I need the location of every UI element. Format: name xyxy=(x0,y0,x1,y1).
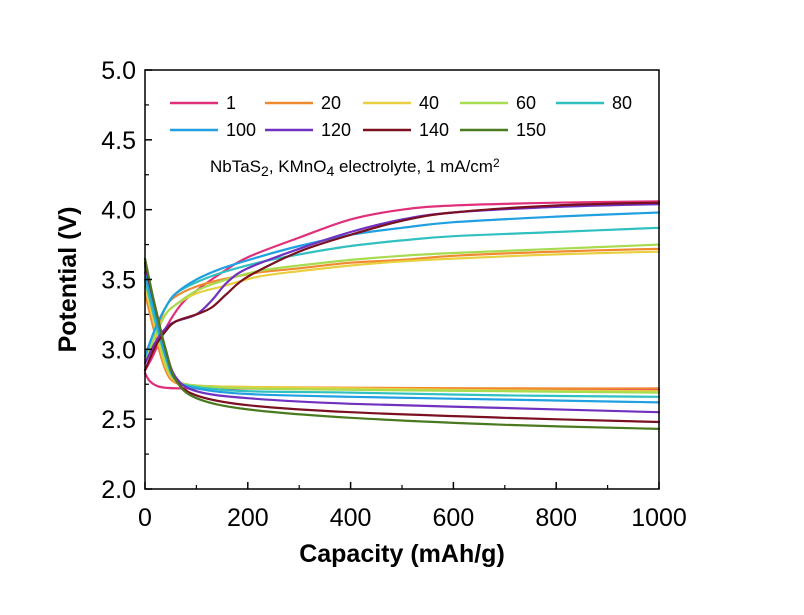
y-tick-label: 2.5 xyxy=(101,406,136,434)
y-tick-label: 3.0 xyxy=(101,336,136,364)
x-tick-label: 600 xyxy=(433,504,475,532)
axis-ticks: 0 200 400 600 800 1000 2.0 2.5 3.0 3.5 4.0 4.5 5.0 xyxy=(101,57,687,532)
series-40-discharge-line xyxy=(143,285,661,393)
series-100-charge-line xyxy=(143,211,661,358)
x-tick-label: 200 xyxy=(227,504,269,532)
legend-label: 140 xyxy=(419,120,449,140)
legend-label: 40 xyxy=(419,93,439,113)
legend-label: 20 xyxy=(321,93,341,113)
y-axis-title: Potential (V) xyxy=(54,207,82,353)
series-100-discharge-line xyxy=(143,271,661,404)
legend-label: 150 xyxy=(516,120,546,140)
annotation-text: NbTaS2, KMnO4 electrolyte, 1 mA/cm2 xyxy=(210,156,500,178)
x-tick-label: 400 xyxy=(330,504,372,532)
y-tick-label: 2.0 xyxy=(101,476,136,504)
legend-item-80: 80 xyxy=(556,93,632,113)
legend-item-40: 40 xyxy=(363,93,439,113)
legend-item-150: 150 xyxy=(460,120,546,140)
x-axis-title: Capacity (mAh/g) xyxy=(299,540,505,568)
y-tick-label: 3.5 xyxy=(101,267,136,295)
legend-item-60: 60 xyxy=(460,93,536,113)
series-140-charge-line xyxy=(143,201,661,372)
legend-item-20: 20 xyxy=(265,93,341,113)
y-tick-label: 5.0 xyxy=(101,57,136,85)
series-60-charge-line xyxy=(143,243,661,362)
x-tick-label: 1000 xyxy=(631,504,687,532)
legend-label: 60 xyxy=(516,93,536,113)
legend-item-100: 100 xyxy=(170,120,256,140)
y-tick-label: 4.5 xyxy=(101,127,136,155)
series-20-charge-line xyxy=(143,247,661,365)
series-60-discharge-line xyxy=(143,278,661,394)
legend-label: 1 xyxy=(226,93,236,113)
x-tick-label: 800 xyxy=(535,504,577,532)
legend-item-120: 120 xyxy=(265,120,351,140)
series-20-discharge-line xyxy=(143,292,661,390)
legend-item-140: 140 xyxy=(363,120,449,140)
curves-layer xyxy=(143,200,661,430)
y-tick-label: 4.0 xyxy=(101,197,136,225)
legend-label: 80 xyxy=(612,93,632,113)
legend-label: 120 xyxy=(321,120,351,140)
series-150-discharge-line xyxy=(143,257,661,430)
legend-label: 100 xyxy=(226,120,256,140)
x-tick-label: 0 xyxy=(138,504,152,532)
legend-item-1: 1 xyxy=(170,93,236,113)
